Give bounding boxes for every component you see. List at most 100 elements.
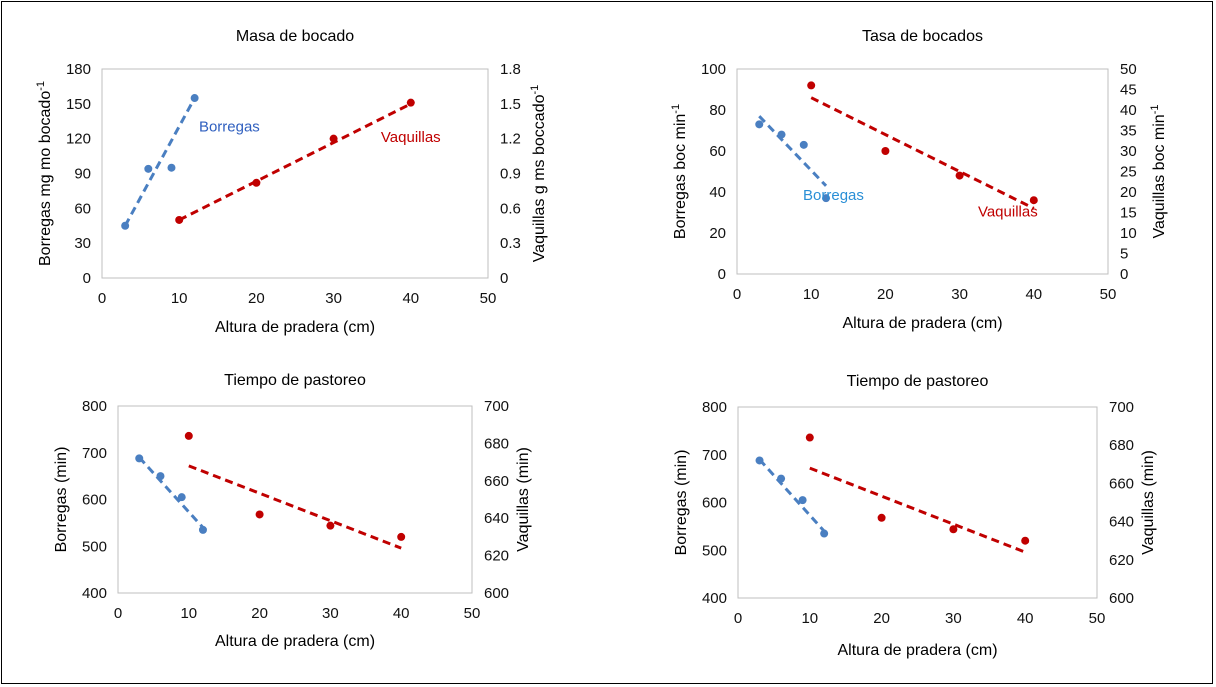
y2-tick-label: 25 xyxy=(1120,164,1137,181)
y-tick-label: 0 xyxy=(83,270,91,287)
x-tick-label: 20 xyxy=(873,610,890,627)
y2-tick-label: 30 xyxy=(1120,143,1137,160)
x-tick-label: 30 xyxy=(325,290,342,307)
y2-tick-label: 680 xyxy=(1109,437,1134,454)
series-label: Borregas xyxy=(803,187,864,204)
y2-tick-label: 10 xyxy=(1120,225,1137,242)
y2-tick-label: 45 xyxy=(1120,82,1137,99)
x-axis-label: Altura de pradera (cm) xyxy=(842,315,1002,332)
x-tick-label: 10 xyxy=(801,610,818,627)
point-vaquillas xyxy=(881,147,890,155)
x-tick-label: 10 xyxy=(171,290,188,307)
point-vaquillas xyxy=(255,510,264,519)
y2-tick-label: 20 xyxy=(1120,184,1137,201)
y-tick-label: 60 xyxy=(709,143,726,160)
y2-tick-label: 640 xyxy=(484,510,509,527)
chart-title: Tiempo de pastoreo xyxy=(224,372,366,389)
x-tick-label: 40 xyxy=(1025,286,1042,303)
y-axis-label: Borregas (min) xyxy=(673,450,690,556)
y-axis-label: Borregas boc min-1 xyxy=(670,104,689,239)
y2-tick-label: 0.3 xyxy=(500,235,521,252)
point-borregas xyxy=(135,454,144,463)
y2-tick-label: 600 xyxy=(1109,590,1134,607)
y-tick-label: 700 xyxy=(702,447,727,464)
series-label: Vaquillas xyxy=(978,204,1038,221)
point-borregas xyxy=(755,456,764,465)
y-tick-label: 400 xyxy=(82,585,107,602)
x-tick-label: 30 xyxy=(322,605,339,622)
plot-area xyxy=(736,68,1109,275)
point-vaquillas xyxy=(955,171,964,180)
y-axis-label-sup: -1 xyxy=(670,104,682,114)
y2-axis-label: Vaquillas boc min-1 xyxy=(1149,105,1168,239)
chart-title: Tiempo de pastoreo xyxy=(847,373,989,390)
x-tick-label: 50 xyxy=(464,605,481,622)
y2-tick-label: 620 xyxy=(484,548,509,565)
y-axis-label: Borregas (min) xyxy=(53,447,70,553)
y2-tick-label: 15 xyxy=(1120,205,1137,222)
trendline-borregas xyxy=(123,97,196,227)
y2-tick-label: 600 xyxy=(484,585,509,602)
point-borregas xyxy=(144,164,153,173)
y2-tick-label: 0 xyxy=(500,270,508,287)
trendline-vaquillas xyxy=(810,96,1035,210)
y2-axis-label: Vaquillas (min) xyxy=(1140,450,1157,555)
point-vaquillas xyxy=(1029,196,1038,205)
trendline-borregas xyxy=(758,115,828,187)
point-vaquillas xyxy=(397,532,406,541)
y-tick-label: 150 xyxy=(66,96,91,113)
y-tick-label: 100 xyxy=(701,61,726,78)
y-tick-label: 80 xyxy=(709,102,726,119)
point-vaquillas xyxy=(949,525,958,534)
x-tick-label: 50 xyxy=(1089,610,1106,627)
point-borregas xyxy=(798,496,807,505)
y2-tick-label: 640 xyxy=(1109,514,1134,531)
point-borregas xyxy=(799,140,808,149)
y2-tick-label: 660 xyxy=(1109,475,1134,492)
point-borregas xyxy=(156,472,165,481)
y2-tick-label: 700 xyxy=(1109,399,1134,416)
x-tick-label: 30 xyxy=(945,610,962,627)
y2-axis-label: Vaquillas (min) xyxy=(515,447,532,552)
y-tick-label: 800 xyxy=(82,398,107,415)
point-borregas xyxy=(121,221,130,230)
x-tick-label: 0 xyxy=(98,290,106,307)
y-tick-label: 60 xyxy=(74,200,91,217)
y-tick-label: 400 xyxy=(702,590,727,607)
y2-tick-label: 0 xyxy=(1120,266,1128,283)
y-tick-label: 600 xyxy=(702,495,727,512)
x-tick-label: 40 xyxy=(1017,610,1034,627)
point-vaquillas xyxy=(184,431,193,440)
y2-tick-label: 5 xyxy=(1120,246,1128,263)
x-tick-label: 10 xyxy=(180,605,197,622)
y2-tick-label: 40 xyxy=(1120,102,1137,119)
y-tick-label: 700 xyxy=(82,445,107,462)
y-tick-label: 120 xyxy=(66,131,91,148)
y-tick-label: 180 xyxy=(66,61,91,78)
y2-tick-label: 0.6 xyxy=(500,200,521,217)
point-vaquillas xyxy=(877,513,886,522)
chart-title: Tasa de bocados xyxy=(862,28,983,45)
x-tick-label: 20 xyxy=(251,605,268,622)
point-vaquillas xyxy=(805,433,814,442)
y-axis-label: Borregas mg mo bocado-1 xyxy=(35,81,54,266)
chart-4: Tiempo de pastoreo 0 10 20 30 40 50 Altura de p… xyxy=(673,373,1157,659)
y-tick-label: 0 xyxy=(718,266,726,283)
point-borregas xyxy=(177,493,186,502)
y-tick-label: 30 xyxy=(74,235,91,252)
trendline-vaquillas xyxy=(809,466,1026,554)
plot-area xyxy=(117,405,473,594)
x-tick-label: 10 xyxy=(803,286,820,303)
x-tick-label: 50 xyxy=(1100,286,1117,303)
point-vaquillas xyxy=(807,81,816,90)
y2-tick-label: 0.9 xyxy=(500,166,521,183)
plot-area xyxy=(737,406,1098,599)
y-tick-label: 20 xyxy=(709,225,726,242)
point-borregas xyxy=(822,194,831,203)
y2-axis-label-sup: -1 xyxy=(529,85,541,95)
chart-1: Masa de bocado 0 10 20 30 40 50 Altura de prade… xyxy=(35,28,548,336)
y2-tick-label: 1.8 xyxy=(500,61,521,78)
point-borregas xyxy=(820,529,829,538)
